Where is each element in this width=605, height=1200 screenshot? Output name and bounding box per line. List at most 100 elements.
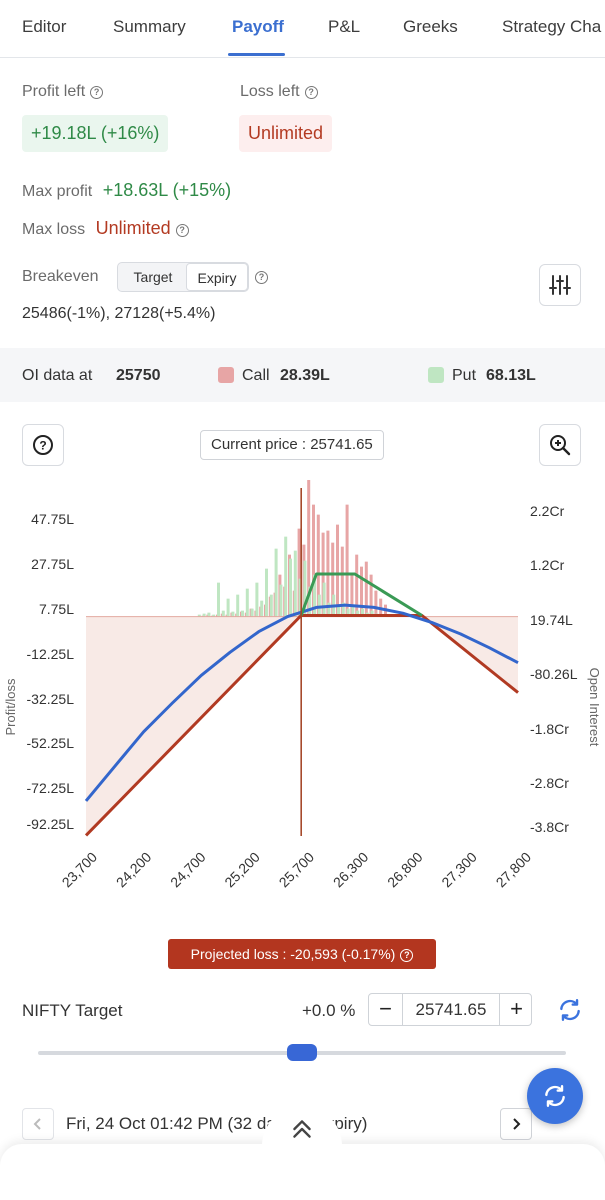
oi-put-bar — [317, 594, 321, 617]
tab-editor[interactable]: Editor — [22, 17, 67, 36]
target-stepper: − 25741.65 + — [368, 993, 532, 1026]
put-value: 68.13L — [486, 367, 536, 384]
y-tick-label: -32.25L — [27, 691, 75, 707]
breakeven-values: 25486(-1%), 27128(+5.4%) — [22, 305, 216, 322]
oi-call-bar — [340, 546, 344, 617]
oi-put-bar — [207, 612, 211, 617]
oi-call-bar — [307, 480, 311, 617]
x-tick-label: 26,800 — [384, 849, 426, 891]
chevron-right-icon — [513, 1118, 521, 1130]
oi-put-bar — [260, 600, 264, 617]
max-profit-value: +18.63L (+15%) — [102, 180, 232, 200]
oi-call-bar — [336, 524, 339, 617]
oi-put-bar — [265, 568, 268, 617]
toggle-expiry[interactable]: Expiry — [186, 263, 248, 291]
oi-call-bar — [345, 504, 349, 617]
increment-button[interactable]: + — [510, 996, 523, 1021]
oi-put-bar — [298, 578, 302, 617]
oi-put-bar — [231, 611, 235, 617]
target-value-input[interactable]: 25741.65 — [402, 994, 500, 1025]
oi-put-bar — [255, 582, 259, 617]
x-tick-label: 24,700 — [167, 849, 209, 891]
reset-target-button[interactable] — [557, 997, 583, 1028]
help-icon[interactable]: ? — [304, 86, 318, 99]
breakeven-toggle: Target Expiry — [117, 262, 249, 292]
x-tick-label: 24,200 — [113, 849, 155, 891]
svg-text:?: ? — [39, 439, 46, 453]
put-swatch — [428, 367, 444, 383]
oi-put-bar — [341, 602, 345, 617]
oi-put-bar — [370, 610, 374, 617]
help-icon: ? — [33, 435, 53, 455]
chevron-left-icon — [33, 1118, 41, 1130]
y-tick-label: -92.25L — [27, 816, 75, 832]
oi-put-bar — [221, 610, 225, 617]
oi-put-bar — [322, 582, 326, 617]
oi-call-bar — [350, 572, 354, 617]
x-tick-label: 27,800 — [493, 849, 535, 891]
tab-payoff[interactable]: Payoff — [232, 17, 284, 36]
tab-summary[interactable]: Summary — [113, 17, 186, 36]
oi-call-bar — [316, 514, 320, 617]
oi-put-bar — [274, 548, 278, 617]
oi-put-bar — [351, 606, 355, 617]
help-icon[interactable]: ? — [400, 949, 414, 962]
oi-put-bar — [327, 602, 331, 617]
call-swatch — [218, 367, 234, 383]
tab-pnl[interactable]: P&L — [328, 17, 361, 36]
y2-tick-label: -80.26L — [530, 666, 578, 682]
oi-data-bar: OI data at 25750 Call 28.39L Put 68.13L — [0, 348, 605, 402]
oi-strike: 25750 — [116, 367, 161, 384]
refresh-icon — [560, 999, 580, 1021]
y-tick-label: 27.75L — [31, 556, 74, 572]
oi-call-bar — [355, 554, 359, 617]
chart-help-button[interactable]: ? — [22, 424, 64, 466]
help-icon[interactable]: ? — [255, 271, 268, 284]
settings-button[interactable] — [539, 264, 581, 306]
refresh-fab[interactable] — [527, 1068, 583, 1124]
next-date-button[interactable] — [500, 1108, 532, 1140]
y2-tick-label: 1.2Cr — [530, 557, 565, 573]
call-value: 28.39L — [280, 367, 330, 384]
payoff-chart[interactable]: 47.75L 27.75L 7.75L -12.25L -32.25L -52.25L -7… — [0, 480, 605, 920]
oi-put-bar — [346, 608, 350, 617]
current-price-label: Current price : 25741.65 — [200, 430, 384, 460]
target-slider-thumb[interactable] — [287, 1044, 317, 1061]
oi-put-bar — [308, 586, 312, 617]
y2-tick-label: -1.8Cr — [530, 721, 569, 737]
x-tick-label: 23,700 — [59, 849, 101, 891]
oi-label: OI data at — [22, 367, 93, 384]
help-icon[interactable]: ? — [90, 86, 104, 99]
breakeven-label: Breakeven — [22, 268, 99, 285]
decrement-button[interactable]: − — [379, 996, 392, 1021]
breakeven-help: ? — [250, 268, 268, 286]
oi-put-bar — [293, 550, 297, 617]
tab-strategy-chart[interactable]: Strategy Cha — [502, 17, 602, 36]
zoom-button[interactable] — [539, 424, 581, 466]
x-tick-label: 26,300 — [330, 849, 372, 891]
oi-put-bar — [250, 608, 254, 617]
toggle-target[interactable]: Target — [133, 269, 173, 285]
y-tick-label: -52.25L — [27, 735, 75, 751]
chevron-up-double-icon — [293, 1120, 311, 1138]
y2-tick-label: 2.2Cr — [530, 503, 565, 519]
oi-put-bar — [217, 582, 220, 617]
max-loss-value: Unlimited — [95, 218, 171, 238]
bottom-sheet[interactable] — [0, 1144, 605, 1200]
oi-put-bar — [284, 536, 288, 617]
y-tick-label: -12.25L — [27, 646, 75, 662]
max-profit-row: Max profit +18.63L (+15%) — [22, 180, 232, 200]
oi-put-bar — [269, 594, 273, 617]
tab-greeks[interactable]: Greeks — [403, 17, 458, 36]
tab-bar: Editor Summary Payoff P&L Greeks Strateg… — [0, 0, 605, 58]
oi-put-bar — [236, 594, 240, 617]
y-axis-label: Profit/loss — [3, 678, 18, 736]
oi-put-bar — [202, 613, 206, 617]
help-icon[interactable]: ? — [175, 224, 189, 237]
oi-put-bar — [337, 606, 340, 617]
prev-date-button[interactable] — [22, 1108, 54, 1140]
profit-left-label: Profit left? — [22, 83, 104, 101]
y2-tick-label: 19.74L — [530, 612, 573, 628]
refresh-icon — [545, 1085, 565, 1107]
y-tick-label: 47.75L — [31, 511, 74, 527]
